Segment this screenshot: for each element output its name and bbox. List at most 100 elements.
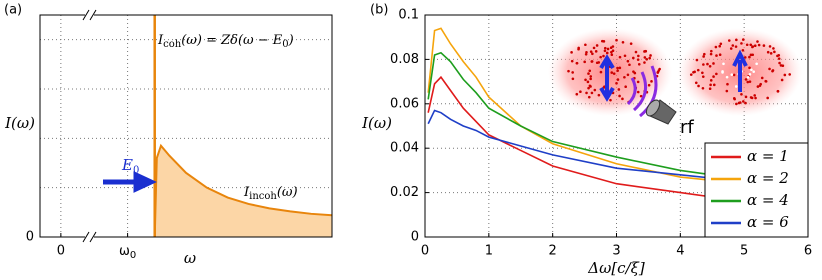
atom [740, 92, 743, 96]
panel-label: (b) [370, 3, 388, 18]
atom [603, 49, 607, 53]
atom [755, 62, 758, 66]
atom [725, 75, 729, 79]
atom [696, 68, 700, 72]
atom [621, 97, 624, 101]
series-line [427, 75, 808, 212]
atom [585, 51, 588, 54]
atom [637, 62, 641, 66]
atom [624, 85, 627, 89]
x-tick-label: 4 [676, 244, 684, 259]
atom [764, 80, 768, 83]
axis-break [82, 9, 97, 21]
atoms [567, 38, 792, 106]
atom [731, 44, 735, 47]
atom [634, 50, 638, 54]
atom [730, 73, 734, 76]
atom [603, 46, 607, 50]
subscript: 0 [130, 250, 136, 261]
panel-label: (a) [4, 3, 22, 18]
atom [649, 54, 652, 57]
atom [701, 75, 705, 78]
x-tick-label: 3 [612, 244, 620, 259]
plot-area [427, 27, 808, 212]
atom [726, 82, 729, 86]
atom [587, 72, 590, 75]
atom [744, 101, 747, 105]
atom [599, 55, 602, 59]
atom [777, 57, 781, 60]
atom [648, 56, 651, 60]
atom [710, 49, 713, 53]
atom [709, 83, 712, 87]
atom [741, 38, 745, 41]
atom [637, 54, 640, 58]
atom [746, 76, 750, 79]
atom [589, 50, 593, 53]
atom [585, 91, 588, 95]
atom [779, 64, 783, 67]
text-part: ω [119, 244, 130, 259]
atom [743, 56, 747, 59]
atom [589, 75, 593, 78]
coherent-label: Icoh(ω) = Zδ(ω − E0) [157, 33, 294, 50]
incoherent-line [153, 143, 332, 237]
atom [599, 70, 603, 74]
atom [750, 68, 753, 72]
atom [570, 51, 573, 54]
atom [592, 46, 596, 50]
spin-arrow [732, 49, 748, 92]
atom [712, 83, 716, 87]
atom [735, 102, 738, 106]
atom [697, 84, 700, 88]
atom [741, 48, 745, 52]
y-tick-label: 0.02 [390, 185, 419, 200]
atom [749, 53, 753, 57]
atom [701, 71, 704, 75]
atom [721, 71, 724, 74]
atom [570, 59, 574, 63]
atom [746, 80, 750, 84]
legend-label: α = 1 [747, 147, 789, 165]
atom [610, 53, 614, 57]
x-tick-label: 5 [740, 244, 748, 259]
atom [587, 95, 591, 99]
atom [773, 50, 776, 54]
atom [778, 61, 781, 65]
atom [783, 73, 787, 77]
legend-label: α = 6 [747, 213, 789, 231]
atom [631, 56, 635, 60]
atom [768, 67, 771, 71]
atom [636, 90, 640, 94]
y-tick-label: 0.1 [398, 8, 419, 23]
atom [643, 56, 647, 59]
atom [748, 55, 751, 59]
atom [772, 47, 775, 50]
atom [628, 63, 631, 67]
text-part: E [121, 156, 133, 174]
atom [633, 71, 637, 75]
atom [616, 69, 619, 72]
atom [571, 71, 574, 74]
atom [616, 78, 620, 81]
atom [590, 91, 594, 95]
atom [735, 38, 738, 42]
x-tick-label: 6 [804, 244, 812, 259]
atom [618, 66, 622, 70]
x-tick-label: 0 [421, 244, 429, 259]
frame [424, 14, 809, 238]
y-axis-label: I(ω) [361, 114, 392, 132]
series-line [427, 109, 808, 185]
atom [643, 61, 646, 64]
atom [609, 98, 612, 102]
atom [695, 58, 699, 62]
atom [647, 83, 651, 87]
atom [615, 81, 618, 85]
series-line [427, 27, 808, 187]
atom [584, 78, 587, 82]
atom [584, 52, 588, 56]
y-tick-label: 0 [26, 230, 34, 245]
atom [714, 45, 718, 49]
atom [612, 72, 616, 75]
